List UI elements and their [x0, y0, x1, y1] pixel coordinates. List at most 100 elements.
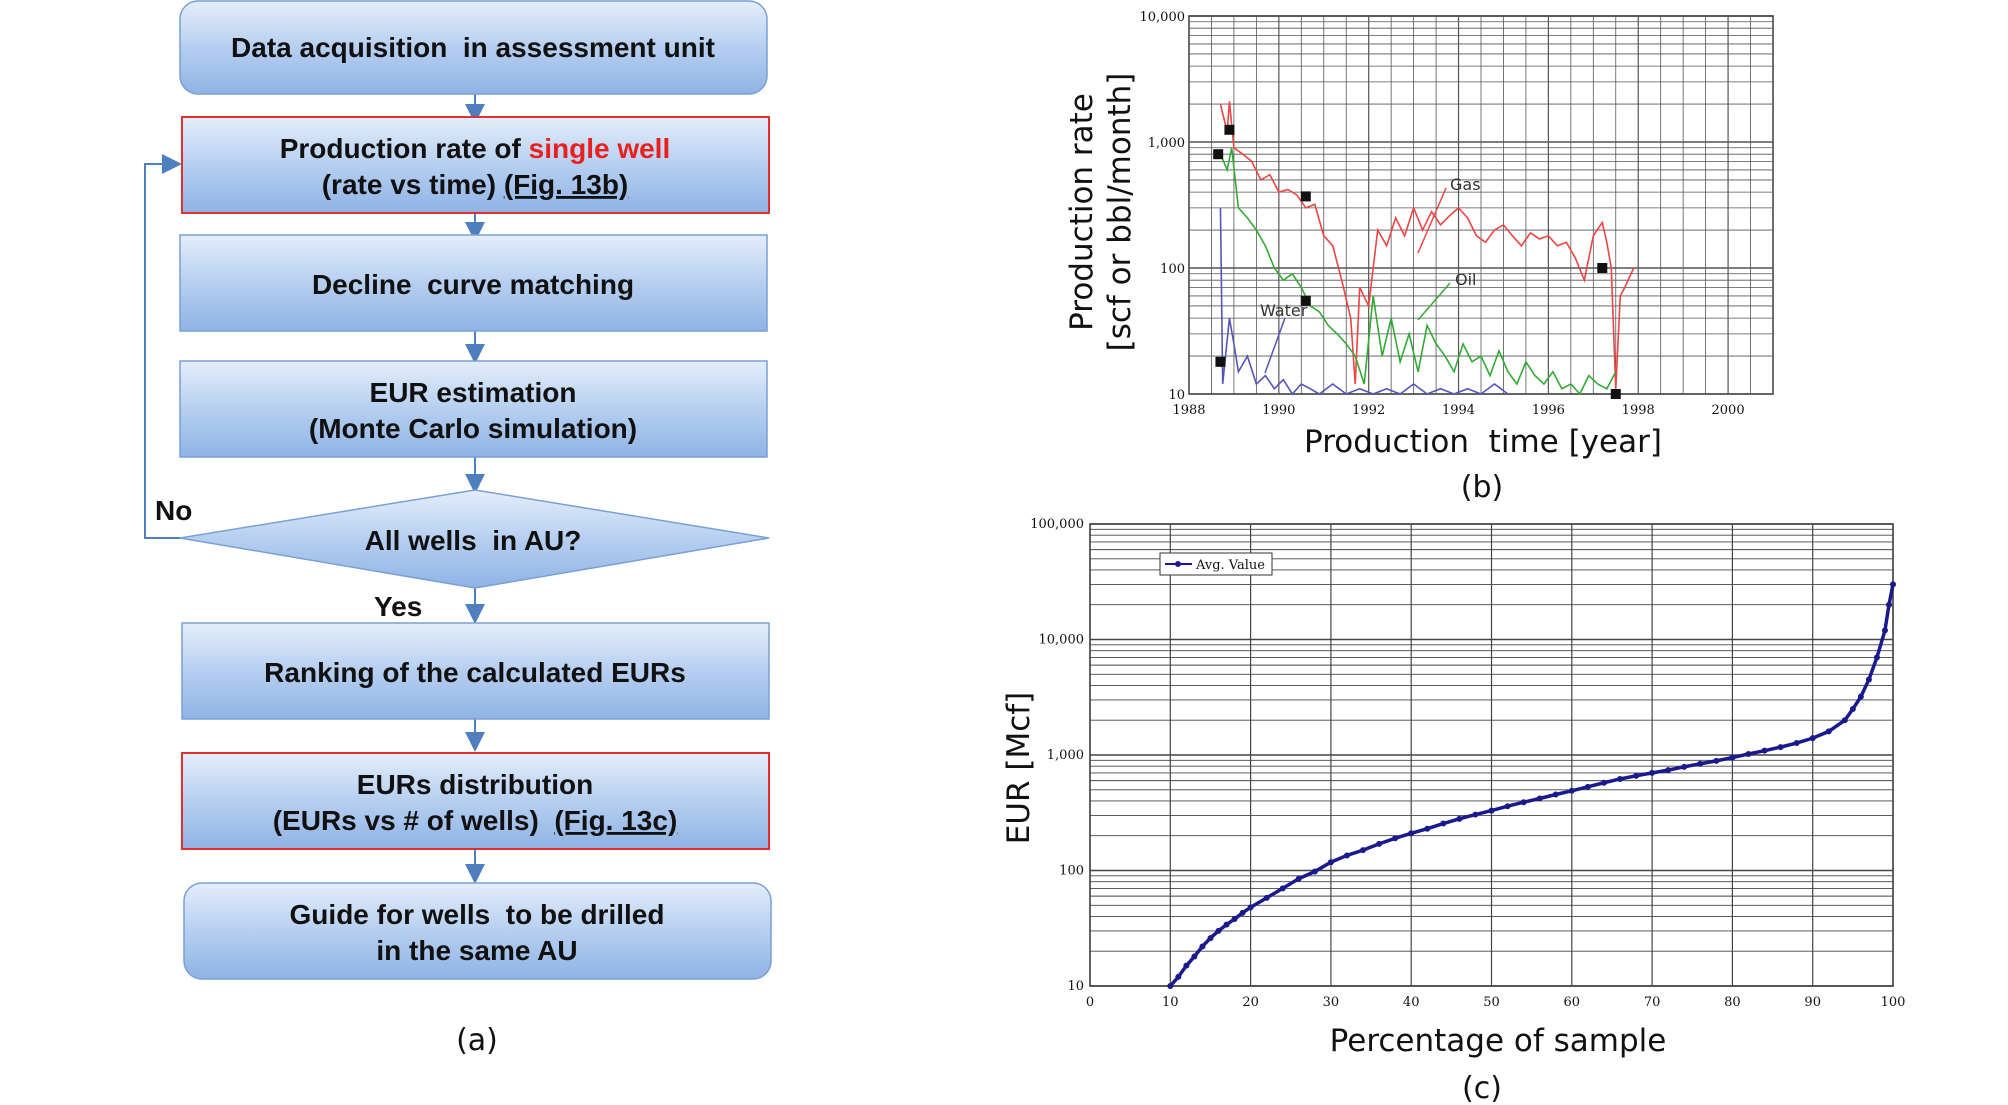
x-tick-label: 100	[1881, 995, 1906, 1010]
y-tick-label: 100,000	[1030, 517, 1084, 532]
data-point	[1343, 852, 1350, 859]
data-point	[1472, 811, 1479, 818]
series-water-line	[1219, 207, 1509, 396]
chart-b-xlabel: Production time [year]	[1304, 424, 1662, 460]
data-marker	[1610, 389, 1621, 399]
x-tick-label: 1996	[1532, 403, 1565, 418]
data-point	[1239, 909, 1246, 916]
data-point	[1215, 927, 1222, 934]
data-point	[1392, 835, 1399, 842]
data-point	[1376, 840, 1383, 847]
data-marker	[1597, 263, 1608, 273]
y-tick-label: 10,000	[1039, 633, 1085, 648]
data-point	[1167, 983, 1174, 989]
y-tick-label: 100	[1160, 262, 1185, 277]
caption-a: (a)	[456, 1023, 498, 1058]
step-data-acquisition-label: Data acquisition in assessment unit	[231, 32, 715, 63]
x-tick-label: 0	[1086, 995, 1094, 1010]
x-tick-label: 2000	[1712, 403, 1745, 418]
svg-text:(rate vs time) (Fig. 13b): (rate vs time) (Fig. 13b)	[322, 169, 629, 200]
no-label: No	[155, 495, 192, 526]
step-decline-curve-label: Decline curve matching	[312, 269, 634, 300]
y-tick-label: 10	[1168, 388, 1185, 403]
data-point	[1175, 973, 1182, 980]
y-tick-label: 1,000	[1047, 748, 1084, 763]
data-point	[1360, 847, 1367, 854]
decision-all-wells: All wells in AU?	[179, 489, 770, 589]
data-point	[1865, 676, 1872, 683]
data-point	[1295, 875, 1302, 882]
x-tick-label: 1990	[1262, 403, 1295, 418]
chart-c: 0 10 20 30 40 50 60 70 80 90 100101001,00010,00010…	[1001, 517, 1905, 1105]
data-point	[1881, 627, 1888, 634]
data-point	[1440, 820, 1447, 827]
flowchart: Data acquisition in assessment unit Prod…	[144, 0, 772, 1058]
flow-connectors	[144, 94, 485, 884]
data-point	[1536, 795, 1543, 802]
step-guide-wells-label: Guide for wells to be drilled	[290, 899, 665, 930]
data-point	[1665, 767, 1672, 774]
data-point	[1697, 760, 1704, 767]
data-point	[1885, 601, 1892, 608]
data-point	[1649, 769, 1656, 776]
x-tick-label: 90	[1804, 995, 1821, 1010]
svg-text:Production rate of single well: Production rate of single well	[280, 133, 671, 164]
step-eurs-distribution-label: EURs distribution	[357, 769, 593, 800]
data-point	[1600, 779, 1607, 786]
x-tick-label: 20	[1242, 995, 1259, 1010]
data-point	[1745, 751, 1752, 758]
data-point	[1327, 859, 1334, 866]
data-point	[1841, 717, 1848, 724]
step-ranking-label: Ranking of the calculated EURs	[264, 657, 686, 688]
step-guide-wells-sublabel: in the same AU	[376, 935, 577, 966]
step-production-rate-label: Production rate of	[280, 133, 529, 164]
data-marker	[1224, 124, 1235, 135]
step-decline-curve: Decline curve matching	[179, 234, 768, 332]
data-point	[1311, 868, 1318, 875]
chart-b-series	[1219, 101, 1635, 396]
data-marker	[1215, 356, 1226, 367]
series-gas-line	[1219, 101, 1635, 389]
step-eurs-distribution-sublabel: (EURs vs # of wells)	[273, 805, 555, 836]
data-point	[1456, 815, 1463, 822]
svg-text:(EURs vs # of wells) (Fig. 13: (EURs vs # of wells) (Fig. 13c)	[273, 805, 678, 836]
x-tick-label: 30	[1323, 995, 1340, 1010]
data-point	[1713, 757, 1720, 764]
data-point	[1681, 763, 1688, 770]
data-point	[1247, 904, 1254, 911]
chart-b-grid	[1188, 16, 1774, 395]
x-tick-label: 70	[1644, 995, 1661, 1010]
data-marker	[1213, 149, 1224, 160]
data-point	[1520, 799, 1527, 806]
data-point	[1183, 962, 1190, 969]
water-annotation: Water	[1260, 301, 1308, 320]
step-ranking: Ranking of the calculated EURs	[181, 622, 770, 720]
data-point	[1207, 935, 1214, 942]
y-tick-label: 100	[1059, 864, 1084, 879]
data-point	[1890, 581, 1896, 588]
oil-annotation: Oil	[1455, 270, 1476, 289]
data-point	[1849, 706, 1856, 713]
step-production-rate: Production rate of single well (rate vs …	[181, 116, 770, 214]
yes-label: Yes	[374, 591, 422, 622]
data-point	[1793, 740, 1800, 747]
fig-13c-ref: (Fig. 13c)	[554, 805, 677, 836]
chart-b-annotations: Gas Oil Water	[1260, 175, 1481, 374]
step-eur-estimation: EUR estimation (Monte Carlo simulation)	[179, 360, 768, 458]
data-point	[1633, 772, 1640, 779]
data-marker	[1300, 191, 1311, 202]
chart-b-ylabel-line1: Production rate	[1064, 93, 1100, 331]
data-point	[1729, 754, 1736, 761]
x-tick-label: 10	[1162, 995, 1179, 1010]
data-point	[1191, 953, 1198, 960]
decision-all-wells-label: All wells in AU?	[365, 525, 582, 556]
data-point	[1616, 775, 1623, 782]
data-point	[1199, 943, 1206, 950]
fig-13b-ref: (Fig. 13b)	[504, 169, 628, 200]
data-point	[1809, 735, 1816, 742]
x-tick-label: 1994	[1442, 403, 1475, 418]
x-tick-label: 60	[1564, 995, 1581, 1010]
x-tick-label: 1992	[1352, 403, 1385, 418]
chart-b-ylabel-line2: [scf or bbl/month]	[1102, 73, 1138, 352]
